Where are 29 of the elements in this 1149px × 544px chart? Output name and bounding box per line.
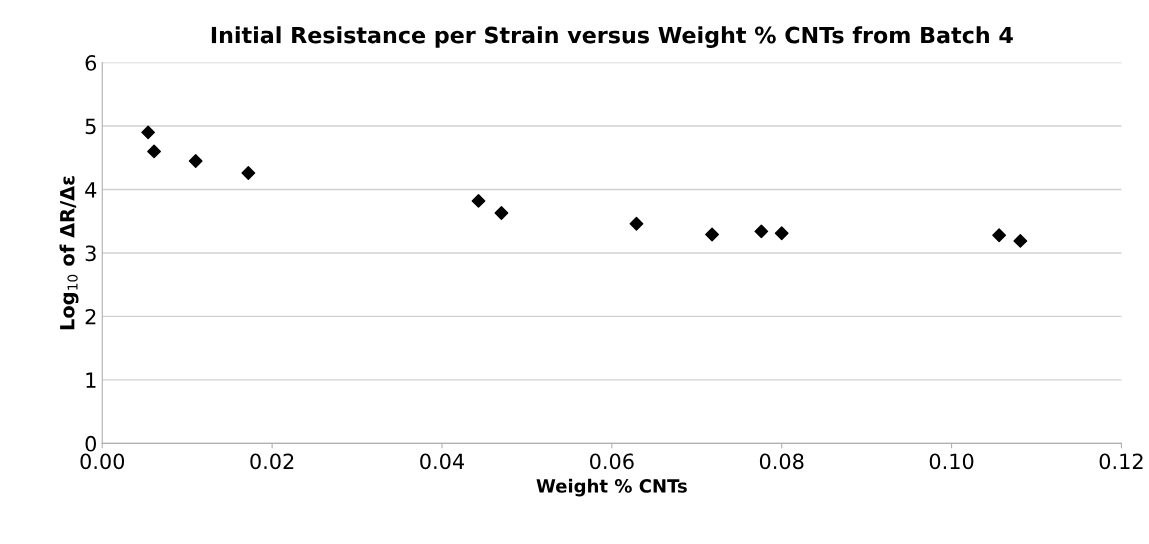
point	[774, 226, 789, 241]
y-tick-label: 0	[85, 435, 97, 452]
y-tick-label: 1	[86, 372, 96, 388]
point	[494, 206, 509, 220]
point	[141, 125, 156, 140]
x-tick-label: 0.06	[590, 453, 634, 470]
y-tick-label: 2	[85, 308, 96, 325]
y-axis-title: Log$_{10}$ of ΔR/Δε	[59, 176, 79, 330]
x-tick-label: 0.10	[929, 453, 974, 470]
chart-title: Initial Resistance per Strain versus Weight % CNTs from Batch 4	[211, 26, 1013, 48]
point	[241, 166, 256, 180]
point	[992, 228, 1007, 243]
x-tick-label: 0.02	[250, 453, 294, 470]
x-tick-label: 0.00	[80, 453, 125, 470]
x-tick-label: 0.08	[759, 453, 804, 470]
x-tick-label: 0.04	[420, 453, 465, 470]
point	[471, 194, 486, 208]
y-tick-label: 4	[85, 182, 97, 198]
x-tick-label: 0.12	[1099, 453, 1143, 470]
x-axis-title: Weight % CNTs	[536, 478, 687, 497]
y-tick-label: 3	[85, 245, 96, 262]
point	[754, 224, 769, 239]
point	[188, 154, 203, 168]
point	[147, 144, 161, 159]
point	[1013, 233, 1028, 248]
point	[705, 227, 719, 242]
y-tick-label: 6	[85, 55, 97, 71]
point	[629, 216, 644, 231]
y-tick-label: 5	[85, 118, 96, 135]
